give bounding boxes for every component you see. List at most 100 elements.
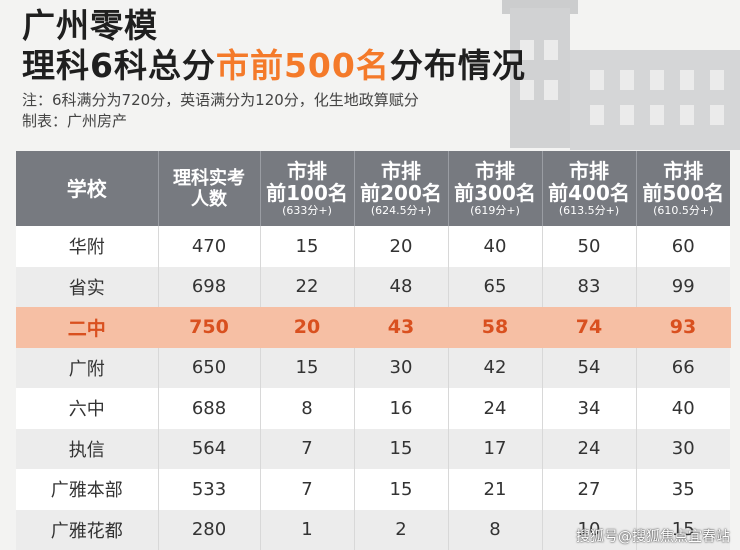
- column-header-school: 学校: [16, 151, 159, 226]
- table-row: 广附 650 15 30 42 54 66: [16, 347, 730, 388]
- table-row: 华附 470 15 20 40 50 60: [16, 226, 730, 267]
- cell-top100: 15: [260, 226, 355, 267]
- cell-top200: 43: [354, 307, 449, 348]
- column-header-top100: 市排 前100名 (633分+): [260, 151, 355, 226]
- cell-top100: 7: [260, 428, 355, 469]
- cell-count: 564: [158, 428, 261, 469]
- column-header-label: 市排: [569, 158, 609, 183]
- building-tower: [510, 8, 570, 148]
- column-header-label: 人数: [191, 188, 227, 210]
- cell-count: 650: [158, 347, 261, 388]
- cell-top500: 93: [636, 307, 731, 348]
- column-header-label: 前500名: [642, 180, 725, 205]
- footnote: 注：6科满分为720分，英语满分为120分，化生地政算赋分: [22, 91, 419, 109]
- column-header-top400: 市排 前400名 (613.5分+): [542, 151, 637, 226]
- cell-school: 执信: [16, 428, 159, 469]
- table-row: 执信 564 7 15 17 24 30: [16, 428, 730, 469]
- cell-top200: 30: [354, 347, 449, 388]
- cell-count: 688: [158, 388, 261, 429]
- building-window: [710, 70, 724, 90]
- cell-top200: 48: [354, 266, 449, 307]
- ranking-table-container: 学校 理科实考 人数 市排 前100名 (633分+) 市排 前200名 (62…: [16, 151, 731, 550]
- column-header-top500: 市排 前500名 (610.5分+): [636, 151, 730, 226]
- cell-top100: 1: [260, 509, 355, 550]
- building-wing: [570, 50, 740, 150]
- column-header-label: 前200名: [360, 180, 442, 205]
- cell-school: 广雅花都: [16, 509, 159, 550]
- cell-top200: 15: [354, 428, 449, 469]
- column-header-count: 理科实考 人数: [158, 151, 261, 226]
- cell-school: 六中: [16, 388, 159, 429]
- title-line-2-suffix: 分布情况: [389, 46, 526, 85]
- cell-top200: 20: [354, 226, 449, 267]
- cell-school: 二中: [16, 307, 159, 348]
- building-window: [520, 40, 534, 60]
- table-row: 广雅花都 280 1 2 8 10 15: [16, 509, 730, 550]
- page-header: 广州零模 理科6科总分市前500名分布情况 注：6科满分为720分，英语满分为1…: [22, 6, 526, 132]
- column-header-label: 市排: [381, 158, 421, 183]
- table-header-row: 学校 理科实考 人数 市排 前100名 (633分+) 市排 前200名 (62…: [16, 151, 730, 226]
- building-window: [520, 80, 534, 100]
- cell-top400: 50: [542, 226, 637, 267]
- cell-top400: 54: [542, 347, 637, 388]
- cell-top400: 34: [542, 388, 637, 429]
- building-window: [544, 80, 558, 100]
- cell-top100: 20: [260, 307, 355, 348]
- cell-school: 华附: [16, 226, 159, 267]
- cell-top400: 24: [542, 428, 637, 469]
- column-header-label: 前300名: [454, 180, 536, 205]
- watermark: 搜狐号@搜狐焦点宜春站: [576, 529, 730, 545]
- cell-top300: 24: [448, 388, 543, 429]
- column-header-label: 学校: [66, 176, 107, 201]
- cell-top100: 7: [260, 469, 355, 510]
- building-window: [650, 70, 664, 90]
- cell-count: 698: [158, 266, 261, 307]
- cell-top500: 15: [671, 519, 695, 541]
- cell-school: 广雅本部: [16, 469, 159, 510]
- table-row: 广雅本部 533 7 15 21 27 35: [16, 469, 730, 510]
- cell-top400: 27: [542, 469, 637, 510]
- cell-top500: 30: [671, 438, 695, 460]
- cell-count: 533: [158, 469, 261, 510]
- building-window: [620, 70, 634, 90]
- column-header-label: 前400名: [548, 180, 630, 205]
- building-window: [710, 105, 724, 125]
- cell-top300: 65: [448, 266, 543, 307]
- cell-school: 广附: [16, 347, 159, 388]
- building-window: [650, 105, 664, 125]
- building-window: [680, 70, 694, 90]
- title-line-2: 理科6科总分市前500名分布情况: [22, 46, 526, 86]
- cell-top200: 15: [354, 469, 449, 510]
- column-header-sub: (610.5分+): [653, 203, 714, 217]
- building-window: [620, 105, 634, 125]
- background-building-illustration: [440, 0, 740, 150]
- cell-top100: 8: [260, 388, 355, 429]
- credit-line: 制表：广州房产: [22, 112, 128, 130]
- cell-top500: 99: [671, 276, 695, 298]
- cell-top400: 10: [542, 509, 637, 550]
- cell-top200: 16: [354, 388, 449, 429]
- title-line-1: 广州零模: [22, 6, 158, 45]
- cell-top500: 40: [671, 397, 695, 419]
- cell-top300: 17: [448, 428, 543, 469]
- column-header-top300: 市排 前300名 (619分+): [448, 151, 543, 226]
- cell-school: 省实: [16, 266, 159, 307]
- building-window: [590, 70, 604, 90]
- cell-top300: 42: [448, 347, 543, 388]
- cell-count: 470: [158, 226, 261, 267]
- table-body: 华附 470 15 20 40 50 60 省实 698 22 48 65 83 99 二中 750 20 43 5…: [16, 226, 731, 550]
- cell-top300: 40: [448, 226, 543, 267]
- cell-top300: 8: [448, 509, 543, 550]
- title-line-2-prefix: 理科6科总分: [22, 46, 216, 85]
- title-line-2-highlight: 市前500名: [215, 46, 390, 85]
- cell-count: 750: [158, 307, 261, 348]
- building-window: [680, 105, 694, 125]
- cell-top500: 35: [671, 478, 695, 500]
- cell-count: 280: [158, 509, 261, 550]
- cell-top200: 2: [354, 509, 449, 550]
- column-header-label: 市排: [287, 158, 327, 183]
- cell-top500: 60: [671, 235, 695, 257]
- cell-top100: 15: [260, 347, 355, 388]
- table-row: 省实 698 22 48 65 83 99: [16, 266, 730, 307]
- column-header-sub: (619分+): [470, 203, 520, 217]
